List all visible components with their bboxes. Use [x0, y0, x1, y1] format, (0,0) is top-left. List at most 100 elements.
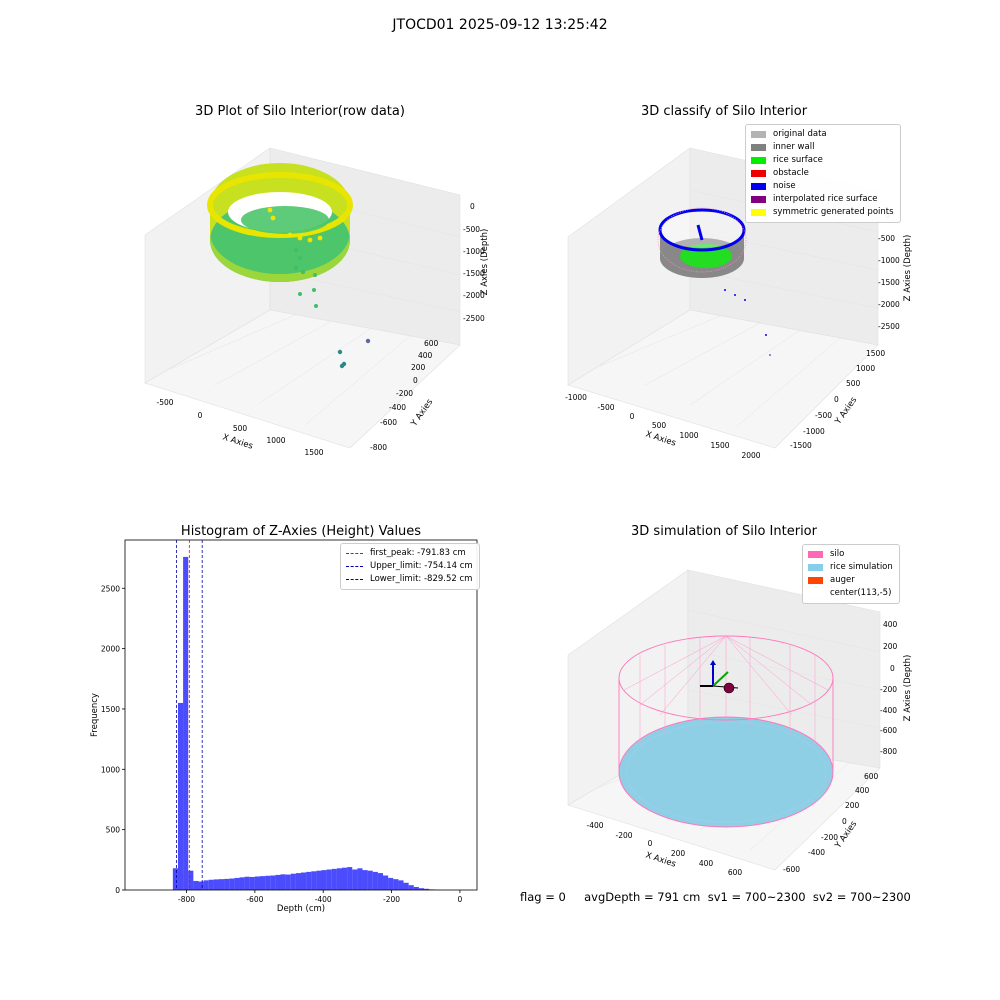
histogram-bar — [398, 880, 404, 890]
raw-silo-points — [207, 163, 371, 369]
raw-y-tick: -800 — [370, 443, 387, 452]
classify-legend-item: rice surface — [751, 154, 894, 167]
histogram-bar — [239, 877, 245, 890]
simulation-x-ticks: -400 -200 0 200 400 600 — [586, 821, 742, 877]
histogram-bar — [403, 882, 409, 890]
histogram-bar — [218, 879, 225, 890]
histogram-bar — [301, 872, 307, 890]
raw-z-tick: -500 — [463, 225, 480, 234]
simulation-y-tick: -600 — [783, 865, 800, 874]
histogram-bar — [285, 874, 291, 890]
simulation-z-tick: -800 — [880, 747, 897, 756]
histogram-bar — [295, 873, 301, 890]
simulation-y-tick: 600 — [864, 772, 879, 781]
simulation-silo — [618, 635, 834, 828]
simulation-z-label: Z Axies (Depth) — [903, 655, 913, 722]
histogram-bar — [336, 868, 343, 890]
raw-y-tick: 0 — [413, 376, 418, 385]
histogram-bar — [311, 871, 317, 890]
simulation-legend-item: center(113,-5) — [808, 587, 893, 600]
classify-legend-item: original data — [751, 128, 894, 141]
histogram-bar — [408, 885, 414, 890]
histogram-bar — [244, 876, 250, 890]
classify-legend-item: inner wall — [751, 141, 894, 154]
histogram-bar — [229, 878, 235, 890]
legend-swatch — [751, 131, 766, 138]
histogram-bar — [265, 875, 271, 890]
histogram-y-tick-label: 2500 — [101, 584, 120, 593]
classify-x-tick: 0 — [630, 412, 635, 421]
simulation-y-tick: 0 — [842, 817, 847, 826]
simulation-legend-item: silo — [808, 548, 893, 561]
legend-swatch — [751, 183, 766, 190]
raw-x-tick: 1500 — [304, 448, 323, 457]
legend-swatch — [751, 157, 766, 164]
raw-x-tick: 0 — [198, 411, 203, 420]
histogram-frame — [124, 539, 478, 891]
histogram-bar — [203, 880, 209, 890]
histogram-bars — [172, 556, 440, 890]
raw-y-tick: -600 — [380, 418, 397, 427]
raw-y-tick: 600 — [424, 339, 439, 348]
simulation-y-tick: -400 — [808, 848, 825, 857]
histogram-bar — [331, 868, 337, 890]
histogram-bar — [213, 879, 219, 890]
simulation-x-tick: -400 — [586, 821, 603, 830]
classify-y-ticks: -1500 -1000 -500 0 500 1000 1500 — [790, 349, 885, 450]
histogram-bar — [418, 888, 425, 890]
histogram-bar — [208, 879, 214, 890]
histogram-bar — [172, 868, 178, 890]
classify-z-tick: -500 — [878, 234, 895, 243]
classify-z-label: Z Axies (Depth) — [903, 235, 913, 302]
raw-z-tick: -1000 — [463, 247, 485, 256]
simulation-legend-item: auger — [808, 574, 893, 587]
histogram-bar — [342, 867, 348, 890]
simulation-z-tick: 400 — [883, 620, 898, 629]
histogram-x-tick-label: -400 — [315, 895, 332, 904]
histogram-legend-item: Upper_limit: -754.14 cm — [346, 560, 473, 573]
simulation-center-marker — [700, 660, 739, 694]
histogram-bar — [372, 871, 378, 890]
simulation-x-tick: -200 — [615, 831, 632, 840]
histogram-y-tick-label: 2000 — [101, 645, 120, 654]
simulation-legend: silo rice simulation auger center(113,-5… — [802, 544, 900, 604]
histogram-bar — [326, 869, 332, 890]
classify-legend-item: symmetric generated points — [751, 206, 894, 219]
raw-z-label: Z Axies (Depth) — [480, 229, 490, 296]
classify-y-tick: 1000 — [856, 364, 875, 373]
histogram-bar — [306, 871, 312, 890]
legend-swatch — [808, 564, 823, 571]
classify-silo-points — [657, 207, 771, 356]
raw-x-tick: 1000 — [266, 436, 285, 445]
legend-swatch — [808, 590, 823, 597]
legend-swatch — [751, 144, 766, 151]
raw-z-tick: 0 — [470, 202, 475, 211]
simulation-x-tick: 600 — [728, 868, 743, 877]
legend-line — [346, 566, 363, 567]
classify-panel-title: 3D classify of Silo Interior — [640, 104, 808, 119]
histogram-legend: first_peak: -791.83 cm Upper_limit: -754… — [340, 543, 480, 590]
histogram-bar — [275, 874, 281, 890]
histogram-bar — [316, 870, 322, 890]
histogram-bar — [177, 702, 184, 890]
histogram-bar — [224, 878, 230, 890]
histogram-ref-lines — [176, 540, 203, 890]
simulation-z-tick: -400 — [880, 706, 897, 715]
histogram-legend-item: first_peak: -791.83 cm — [346, 547, 473, 560]
raw-y-ticks: -800 -600 -400 -200 0 200 400 600 — [370, 339, 439, 452]
simulation-z-tick: 0 — [890, 664, 895, 673]
histogram-x-ticks: -800 -600 -400 -200 0 — [178, 890, 463, 904]
simulation-x-tick: 200 — [671, 849, 686, 858]
raw-z-tick: -2500 — [463, 314, 485, 323]
histogram-legend-item: Lower_limit: -829.52 cm — [346, 573, 473, 586]
legend-line — [346, 553, 363, 554]
classify-x-tick: 1000 — [679, 431, 698, 440]
status-readout: flag = 0 avgDepth = 791 cm sv1 = 700~230… — [520, 890, 911, 904]
raw-y-tick: -400 — [389, 403, 406, 412]
histogram-bar — [347, 867, 353, 890]
classify-y-tick: 500 — [846, 379, 861, 388]
histogram-bar — [352, 869, 358, 890]
histogram-title: Histogram of Z-Axies (Height) Values — [180, 524, 422, 539]
